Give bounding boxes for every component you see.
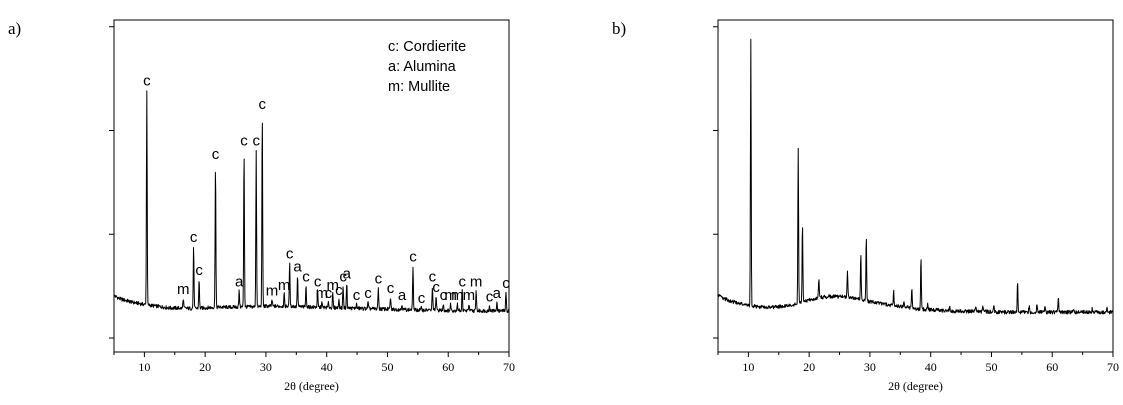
peak-label: m [266,283,279,300]
peak-label: m [327,277,340,294]
x-tick-label: 60 [1046,360,1058,374]
peak-label: c [302,269,310,286]
peak-label: c [286,245,294,262]
panel-label: a) [8,19,21,38]
peak-label: c [432,279,440,296]
peak-label: c [364,285,372,302]
x-tick-label: 60 [442,360,454,374]
peak-label: c [458,274,466,291]
x-tick-label: 30 [864,360,876,374]
x-axis-title: 2θ (degree) [888,379,943,393]
x-tick-label: 20 [199,360,211,374]
x-tick-label: 70 [1107,360,1119,374]
peak-label: c [339,269,347,286]
peak-label: c [259,96,267,113]
peak-label: c [195,262,203,279]
x-tick-label: 40 [925,360,937,374]
peak-label: c [486,289,494,306]
peak-label: c [440,287,448,304]
peak-label: c [252,132,260,149]
peak-label: c [190,229,198,246]
peak-label: a [235,274,244,291]
xrd-trace [717,38,1114,315]
x-axis-title: 2θ (degree) [284,379,339,393]
x-tick-label: 20 [803,360,815,374]
peak-label: c [502,275,510,292]
legend-entry: c: Cordierite [388,39,466,55]
peak-label: a [398,287,407,304]
peak-label: a [343,265,352,282]
legend-entry: m: Mullite [388,79,450,95]
peak-label: c [325,285,333,302]
peak-label: c [409,249,417,266]
legend: c: Cordierite a: Alumina m: Mullite [388,39,466,95]
x-tick-label: 10 [742,360,754,374]
peak-label: a [293,259,302,276]
peak-label: c [418,290,426,307]
peak-label: c [387,280,395,297]
peak-label: a [493,285,502,302]
peak-label: c [314,274,322,291]
panel-label: b) [612,19,626,38]
plot-frame [717,19,1114,353]
peak-label: c [240,132,248,149]
peak-label: c [212,146,220,163]
peak-label: m [470,274,483,291]
x-tick-label: 70 [503,360,515,374]
x-tick-label: 30 [260,360,272,374]
xrd-trace [113,90,510,314]
peak-label: c [429,269,437,286]
x-tick-label: 40 [321,360,333,374]
peak-label: m [444,287,457,304]
legend-entry: a: Alumina [388,59,457,75]
peak-label: m [278,277,291,294]
peak-label: c [353,287,361,304]
plot-frame [113,19,510,353]
chart-panel-b: b) 10 20 30 40 50 60 70 2θ (degree) [612,19,1119,393]
peak-label: m [463,287,476,304]
peak-label: c [375,270,383,287]
x-tick-label: 50 [985,360,997,374]
x-tick-label: 50 [381,360,393,374]
x-tick-label: 10 [138,360,150,374]
peak-label: c [335,282,343,299]
peak-label: m [451,287,464,304]
peak-label: c [143,73,151,90]
peak-label: m [316,285,329,302]
peak-label: m [177,281,190,298]
